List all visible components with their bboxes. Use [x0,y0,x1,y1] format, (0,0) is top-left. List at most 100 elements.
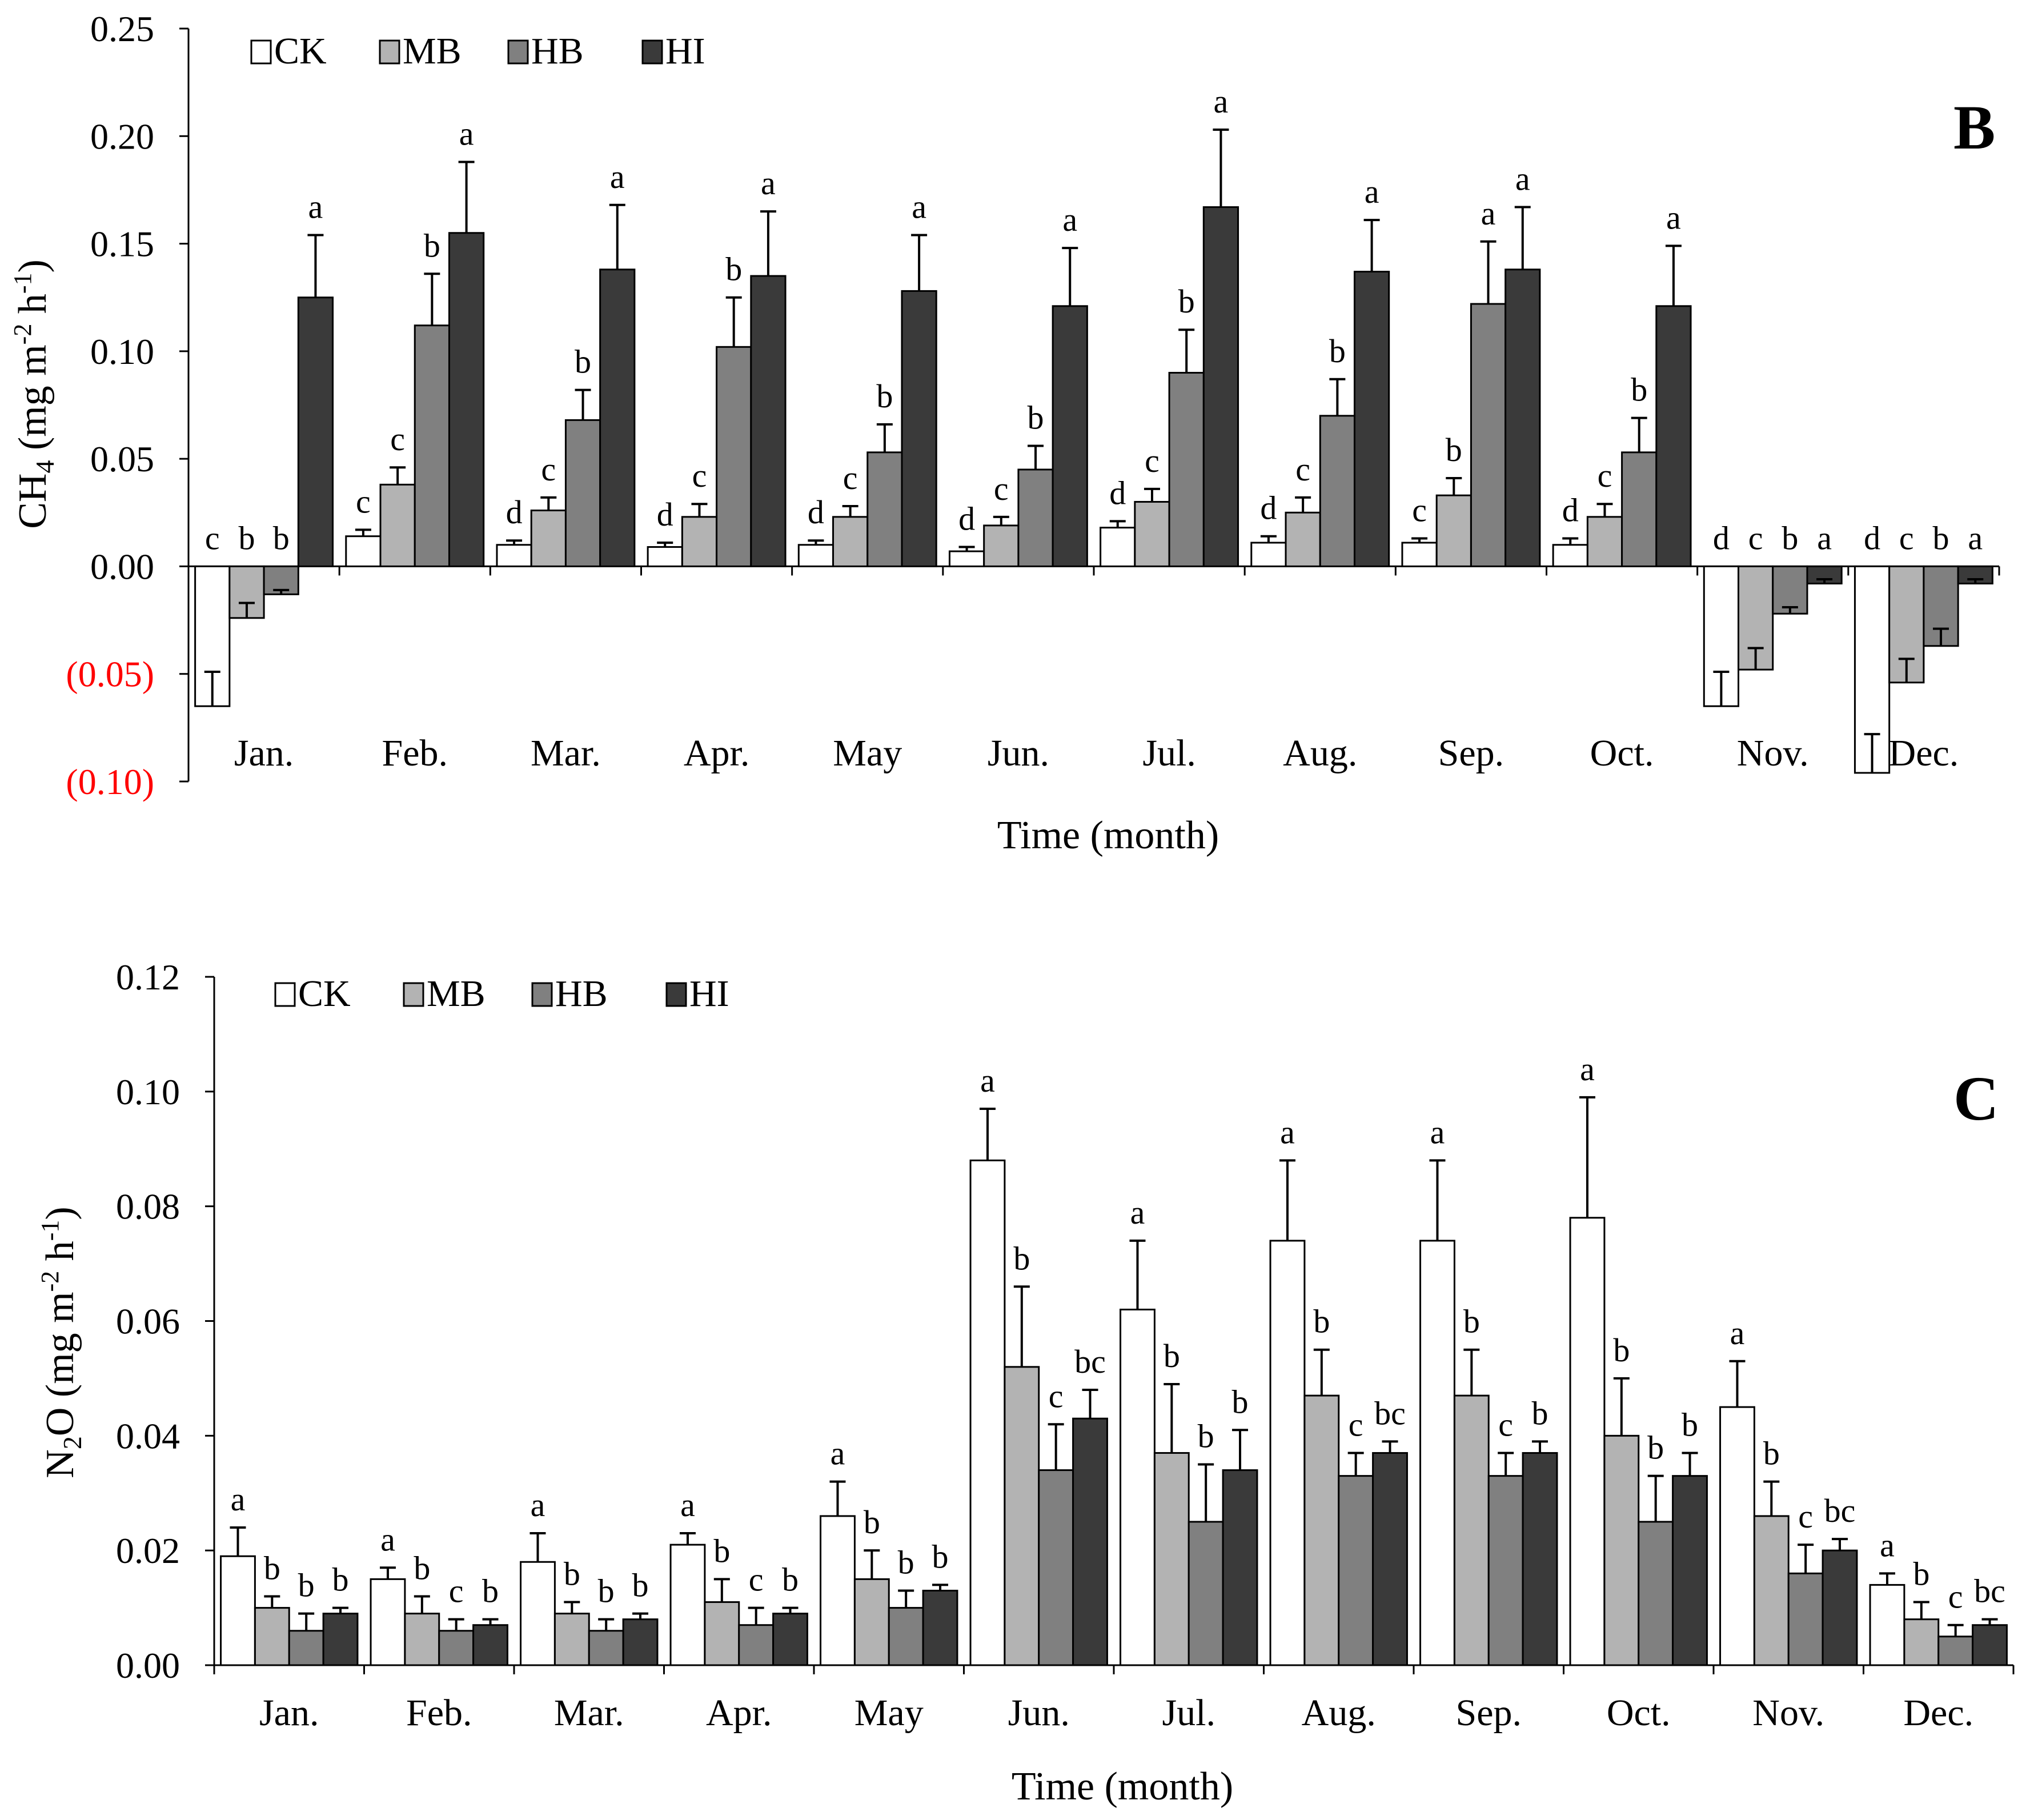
ch4-significance-letter: c [1412,491,1427,528]
ch4-bar-hi [599,268,636,567]
n2o-month-label: Jul. [1162,1692,1215,1734]
n2o-bar-hi [322,1613,359,1666]
n2o-y-tick-label: 0.00 [116,1645,180,1686]
ch4-significance-letter: a [1968,519,1983,556]
n2o-bar-mb [1153,1452,1190,1666]
n2o-bar-mb [853,1578,890,1666]
n2o-significance-letter: b [598,1573,615,1610]
ch4-bar-hb [414,324,450,567]
ch4-significance-letter: a [1515,161,1530,198]
n2o-bar-mb [1903,1618,1940,1666]
legend-label-hi: HI [665,30,705,72]
n2o-bar-mb [553,1613,590,1666]
n2o-bar-mb [1453,1394,1490,1666]
n2o-significance-letter: b [482,1573,499,1610]
ch4-significance-letter: c [994,470,1009,507]
n2o-month-label: Aug. [1302,1692,1376,1734]
ch4-bar-hb [1621,451,1658,567]
n2o-bar-hb [888,1607,924,1666]
ch4-significance-letter: c [1899,519,1914,556]
n2o-bar-ck [1269,1240,1306,1666]
n2o-significance-letter: b [713,1532,730,1569]
ch4-significance-letter: b [725,251,742,288]
n2o-significance-letter: c [749,1561,764,1598]
n2o-significance-letter: b [782,1561,799,1598]
ch4-bar-hi [750,275,787,567]
n2o-significance-letter: b [1313,1303,1330,1340]
ch4-bar-mb [1586,516,1623,567]
ch4-significance-letter: d [1713,519,1730,556]
n2o-significance-letter: b [1647,1429,1664,1466]
ch4-bar-hi [1052,305,1088,567]
ch4-significance-letter: d [1864,519,1880,556]
panel-label-c: C [1953,1064,1999,1133]
ch4-bar-hb [716,346,752,567]
legend-swatch-mb [403,982,424,1007]
n2o-month-label: Sep. [1456,1692,1522,1734]
ch4-bar-ck [345,535,382,567]
ch4-month-label: Apr. [684,732,750,774]
ch4-bar-hi [1655,305,1692,567]
n2o-month-label: Jun. [1008,1692,1070,1734]
n2o-significance-letter: c [1049,1377,1064,1414]
n2o-bar-ck [520,1561,556,1666]
n2o-significance-letter: a [831,1435,845,1472]
ch4-significance-letter: c [541,451,556,488]
legend-swatch-ck [250,39,272,65]
n2o-significance-letter: a [531,1486,545,1524]
n2o-plot-area: 0.12 0.10 0.08 0.06 0.04 0.02 0.00 a a a a a a a a a a a a… [116,957,2015,1734]
n2o-bar-mb [254,1607,290,1666]
ch4-significance-letter: c [1145,442,1160,479]
ch4-y-tick-label: 0.20 [90,116,154,157]
n2o-bar-ck [820,1515,856,1666]
n2o-significance-letter: b [1013,1240,1030,1277]
n2o-bar-ck [1120,1308,1156,1666]
n2o-bar-hb [288,1630,324,1666]
ch4-significance-letter: b [273,519,290,556]
ch4-significance-letter: d [1109,474,1126,511]
ch4-y-tick-label: (0.05) [66,654,154,695]
legend-label-hi: HI [689,973,729,1015]
n2o-bar-hb [1638,1521,1674,1666]
n2o-significance-letter: a [231,1481,246,1518]
ch4-significance-letter: b [1446,431,1462,468]
ch4-significance-letter: a [761,165,776,202]
legend-swatch-hi [641,39,663,65]
ch4-significance-letter: b [424,227,440,264]
ch4-significance-letter: d [506,494,523,531]
ch4-significance-letter: c [692,457,707,494]
n2o-significance-letter: b [1198,1418,1214,1455]
n2o-bar-mb [704,1601,740,1666]
n2o-significance-letter: bc [1824,1492,1856,1529]
n2o-bar-hb [1937,1635,1974,1666]
ch4-bar-ck [948,550,985,567]
ch4-significance-letter: c [205,519,220,556]
n2o-y-tick-label: 0.04 [116,1416,180,1456]
n2o-significance-letter: b [298,1567,315,1604]
n2o-significance-letter: b [1164,1337,1180,1374]
n2o-significance-letter: c [1948,1578,1963,1615]
n2o-bar-hi [922,1589,958,1666]
ch4-significance-letter: b [876,378,893,415]
n2o-significance-letter: b [564,1556,580,1593]
n2o-month-label: Nov. [1752,1692,1824,1734]
n2o-bar-ck [1419,1240,1455,1666]
ch4-month-label: Jun. [988,732,1049,774]
n2o-significance-letter: b [414,1550,430,1587]
n2o-x-axis-title: Time (month) [1012,1765,1233,1809]
ch4-bar-mb [983,524,1020,567]
n2o-significance-letter: b [1463,1303,1480,1340]
n2o-bar-hi [1222,1469,1258,1666]
ch4-bar-mb [530,510,567,567]
n2o-month-label: May [854,1692,924,1734]
ch4-significance-letter: a [1365,173,1379,210]
n2o-bar-hb [588,1630,624,1666]
ch4-bar-ck [647,546,683,567]
n2o-y-tick-label: 0.12 [116,957,180,997]
n2o-significance-letter: a [980,1062,995,1099]
n2o-significance-letter: a [1280,1113,1295,1150]
ch4-bar-ck [797,544,835,567]
n2o-month-label: Mar. [554,1692,624,1734]
n2o-panel: CK MB HB HI C Time (month) N2O (mg m-2 h… [36,957,2015,1809]
ch4-significance-letter: d [808,494,824,531]
